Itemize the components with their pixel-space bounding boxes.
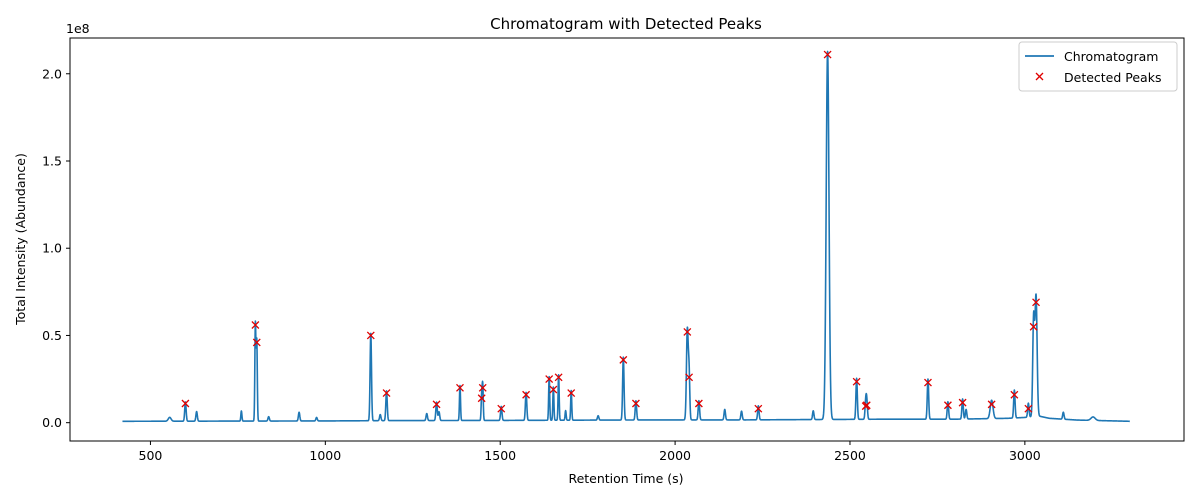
detected-peak-marker (862, 401, 871, 410)
detected-peak-marker (924, 378, 932, 387)
x-tick-label: 1500 (484, 448, 516, 463)
detected-peak-marker (478, 383, 487, 392)
detected-peak-marker (754, 404, 763, 413)
chromatogram-line (121, 50, 1131, 423)
axes: 500 1000 1500 2000 2500 3000 0.0 0.5 1.0 1.5 2.0 (42, 37, 1185, 463)
detected-peak-marker (522, 390, 531, 399)
detected-peak-marker (823, 50, 832, 59)
x-tick-label: 2000 (659, 448, 691, 463)
detected-peak-marker (554, 373, 563, 382)
detected-peak-marker (694, 399, 703, 408)
detected-peak-marker (432, 400, 441, 409)
x-axis-title: Retention Time (s) (568, 471, 683, 486)
detected-peak-marker (497, 404, 506, 413)
detected-peak-marker (683, 328, 692, 336)
detected-peak-marker (477, 394, 486, 403)
legend-box (1018, 41, 1178, 92)
detected-peak-marker (1032, 298, 1041, 307)
x-tick-label: 2500 (834, 448, 866, 463)
detected-peak-marker (1024, 404, 1033, 413)
detected-peak-marker (1010, 390, 1019, 399)
detected-peak-marker (456, 383, 464, 392)
detected-peak-marker (852, 377, 861, 386)
detected-peak-marker (366, 331, 375, 340)
detected-peak-marker (619, 355, 628, 364)
detected-peak-marker (251, 321, 260, 329)
x-tick-label: 3000 (1009, 448, 1041, 463)
x-tick-label: 500 (139, 448, 163, 463)
y-tick-label: 0.0 (42, 415, 62, 430)
detected-peak-marker (987, 400, 996, 409)
detected-peak-marker (631, 399, 640, 408)
y-tick-label: 1.0 (42, 241, 62, 256)
detected-peak-marker (958, 398, 967, 407)
chart-title: Chromatogram with Detected Peaks (490, 15, 762, 33)
y-tick-label: 1.5 (42, 153, 62, 168)
detected-peak-marker (685, 373, 694, 382)
detected-peak-marker (943, 401, 952, 410)
detected-peak-marker (252, 338, 261, 347)
legend-label-detected-peaks: Detected Peaks (1064, 70, 1161, 85)
legend: Chromatogram Detected Peaks (1018, 41, 1178, 92)
detected-peak-marker (567, 389, 576, 397)
legend-x-marker (1035, 72, 1044, 81)
detected-peak-marker (1029, 322, 1038, 331)
plot-area (121, 50, 1131, 423)
y-tick-label: 0.5 (42, 328, 62, 343)
y-axis-title: Total Intensity (Abundance) (13, 153, 28, 326)
y-scale-label: 1e8 (66, 21, 90, 36)
detected-peak-marker (181, 399, 190, 408)
y-tick-label: 2.0 (42, 66, 62, 81)
legend-label-chromatogram: Chromatogram (1064, 49, 1158, 64)
x-tick-label: 1000 (309, 448, 341, 463)
detected-peak-marker (545, 375, 554, 384)
detected-peak-marker (382, 389, 391, 397)
axes-frame (69, 37, 1185, 442)
detected-peak-marker (549, 385, 558, 394)
